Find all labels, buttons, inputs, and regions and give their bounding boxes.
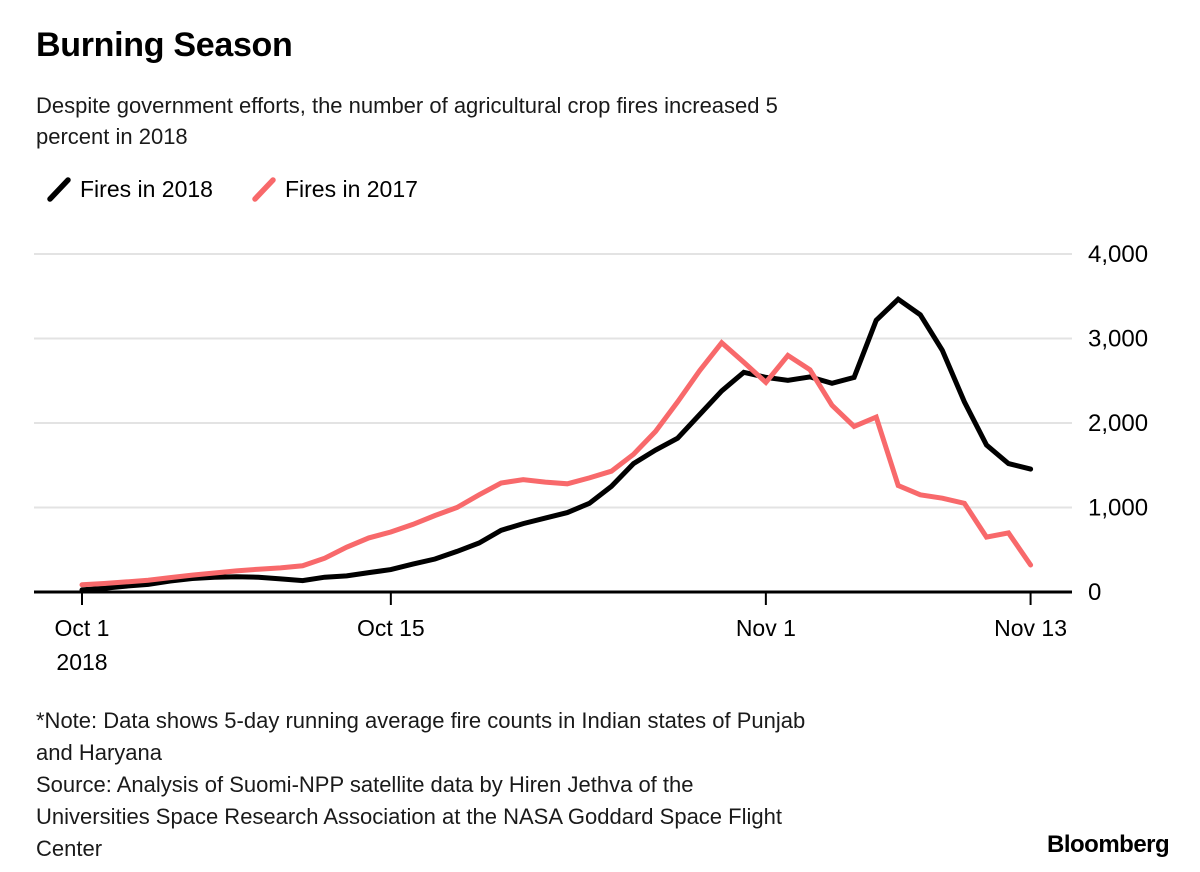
y-axis-label: 2,000 [1088, 410, 1148, 437]
y-axis-label: 1,000 [1088, 495, 1148, 522]
y-axis-label: 4,000 [1088, 241, 1148, 268]
footnote-line: Center [36, 836, 103, 861]
line-swatch-icon [47, 177, 71, 202]
subtitle-line-1: Despite government efforts, the number o… [36, 93, 778, 118]
footnote-line: *Note: Data shows 5-day running average … [36, 708, 806, 733]
footnote-line: and Haryana [36, 740, 162, 765]
chart-legend: Fires in 2018 Fires in 2017 [46, 176, 418, 203]
chart-footnote: *Note: Data shows 5-day running average … [36, 705, 805, 865]
legend-item-fires-2017: Fires in 2017 [251, 176, 418, 203]
x-axis-sublabel: 2018 [56, 649, 107, 675]
line-swatch-icon [252, 177, 276, 202]
legend-label-fires-2018: Fires in 2018 [80, 176, 213, 202]
bloomberg-logo: Bloomberg [1047, 831, 1170, 858]
y-axis-label: 3,000 [1088, 326, 1148, 353]
chart-subtitle: Despite government efforts, the number o… [36, 90, 778, 152]
subtitle-line-2: percent in 2018 [36, 124, 188, 149]
x-axis-label: Oct 1 [55, 615, 110, 641]
series-line-fires-in-2017 [79, 339, 1034, 588]
page-title: Burning Season [36, 26, 293, 64]
y-axis-label: 0 [1088, 579, 1101, 606]
legend-item-fires-2018: Fires in 2018 [46, 176, 213, 203]
x-axis-label: Nov 1 [736, 615, 796, 641]
x-axis-label: Oct 15 [357, 615, 425, 641]
footnote-line: Universities Space Research Association … [36, 804, 782, 829]
footnote-line: Source: Analysis of Suomi-NPP satellite … [36, 772, 694, 797]
x-axis-label: Nov 13 [994, 615, 1067, 641]
legend-label-fires-2017: Fires in 2017 [284, 176, 418, 202]
series-line-fires-in-2018 [79, 295, 1034, 593]
